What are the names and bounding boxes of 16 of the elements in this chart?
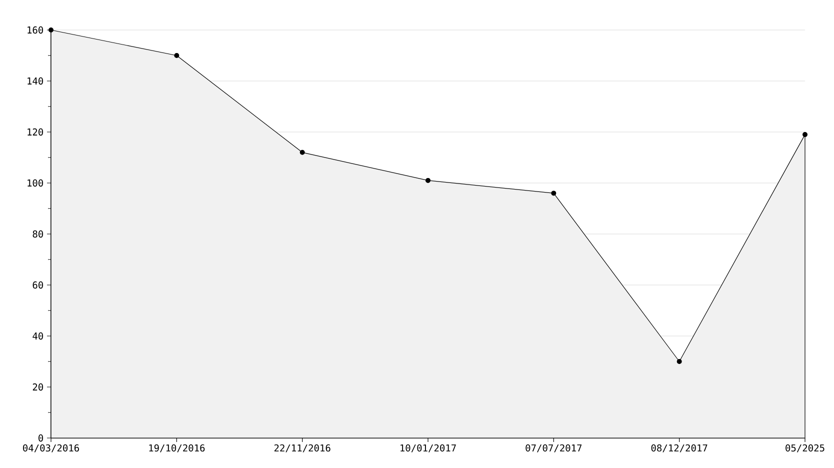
x-tick-label: 22/11/2016 (274, 444, 330, 452)
y-tick-label: 80 (32, 230, 44, 238)
x-tick-label: 05/2025 (786, 444, 824, 452)
x-tick-label: 04/03/2016 (23, 444, 79, 452)
x-tick-label: 19/10/2016 (149, 444, 205, 452)
y-tick-label: 20 (32, 383, 44, 391)
y-tick-label: 40 (32, 332, 44, 340)
x-tick-label: 07/07/2017 (526, 444, 582, 452)
y-tick-label: 0 (38, 434, 44, 442)
y-tick-label: 160 (28, 26, 44, 34)
y-tick-label: 60 (32, 281, 44, 289)
y-tick-label: 100 (28, 179, 44, 187)
y-tick-label: 140 (28, 77, 44, 85)
y-tick-label: 120 (28, 128, 44, 136)
x-tick-label: 10/01/2017 (400, 444, 456, 452)
x-tick-label: 08/12/2017 (651, 444, 708, 452)
